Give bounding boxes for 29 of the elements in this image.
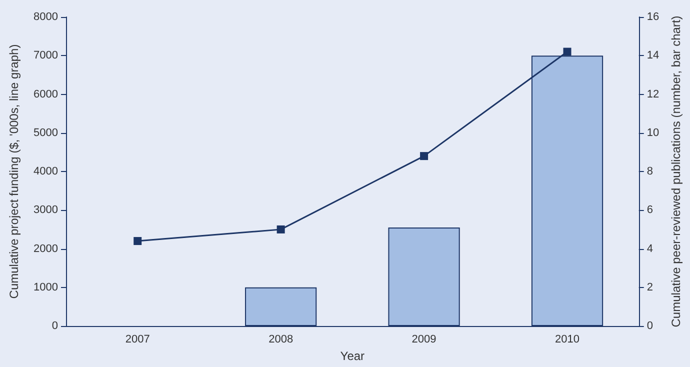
y-tick-label: 7000 — [34, 50, 58, 62]
point — [420, 152, 428, 160]
y-tick-label: 1000 — [34, 281, 58, 294]
x-tick-label: 2010 — [555, 334, 580, 346]
y-tick-label: 4000 — [34, 166, 58, 178]
y2-axis-title: Cumulative peer-reviewed publications (number, bar chart) — [669, 16, 683, 328]
y-tick-label: 3000 — [34, 204, 58, 216]
y2-tick-label: 14 — [646, 50, 660, 62]
y2-tick-label: 4 — [646, 242, 653, 255]
x-axis-title: Year — [340, 349, 365, 363]
y-tick-label: 5000 — [34, 126, 58, 139]
y2-tick-label: 8 — [646, 166, 653, 178]
y2-tick-label: 6 — [646, 204, 653, 216]
point — [276, 225, 285, 234]
y2-tick-label: 2 — [646, 281, 653, 294]
x-tick-label: 2009 — [412, 334, 436, 346]
y-axis-title: Cumulative project funding ($, '000s, line graph) — [7, 44, 21, 299]
y2-tick-label: 16 — [646, 11, 660, 23]
y2-tick-label: 12 — [646, 88, 660, 100]
y-tick-label: 8000 — [34, 11, 58, 23]
point — [134, 237, 142, 246]
x-tick-label: 2008 — [268, 334, 294, 346]
y-tick-label: 0 — [52, 320, 58, 332]
y2-tick-label: 0 — [646, 320, 653, 332]
x-tick-label: 2007 — [125, 334, 150, 346]
point — [563, 48, 572, 56]
y-tick-label: 6000 — [34, 88, 58, 100]
y2-tick-label: 10 — [646, 126, 660, 139]
y-tick-label: 2000 — [34, 242, 58, 255]
